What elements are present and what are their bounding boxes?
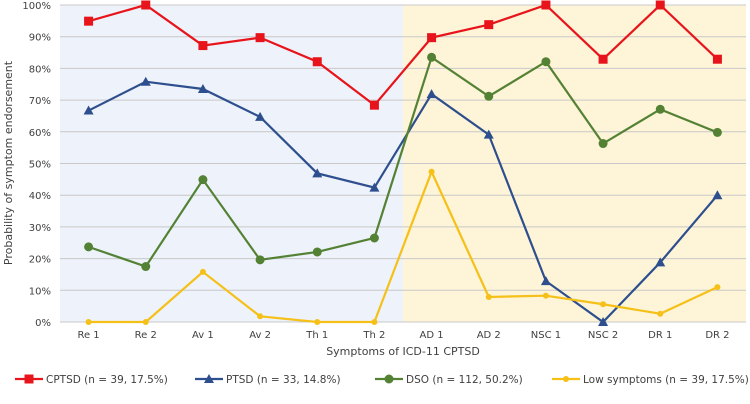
- legend-label: DSO (n = 112, 50.2%): [406, 374, 523, 386]
- data-point-triangle: [83, 105, 94, 115]
- series-group: [83, 0, 723, 326]
- data-point-square: [84, 16, 94, 26]
- x-tick-label: Th 2: [362, 330, 385, 341]
- x-tick-label: AD 2: [477, 330, 501, 341]
- data-point-circle: [541, 57, 551, 67]
- data-point-square: [369, 100, 379, 110]
- data-point-circle: [714, 284, 721, 291]
- data-point-circle: [428, 168, 435, 175]
- data-point-triangle: [712, 190, 723, 200]
- x-tick-label: Av 2: [249, 330, 271, 341]
- data-point-circle: [199, 268, 206, 275]
- data-point-triangle: [204, 374, 214, 383]
- data-point-triangle: [255, 111, 266, 121]
- x-tick-label: DR 1: [648, 330, 672, 341]
- x-tick-label: Av 1: [192, 330, 214, 341]
- data-point-triangle: [655, 257, 666, 267]
- data-point-square: [24, 374, 34, 384]
- data-point-triangle: [598, 317, 609, 326]
- y-tick-labels: 0% 10% 20% 30% 40% 50% 60% 70% 80% 90% 100%: [22, 1, 51, 329]
- data-point-square: [712, 54, 722, 64]
- x-tick-label: Re 1: [77, 330, 99, 341]
- data-point-square: [141, 0, 151, 10]
- y-tick-label: 10%: [29, 286, 51, 297]
- data-point-triangle: [426, 89, 437, 99]
- data-point-circle: [255, 255, 265, 265]
- data-point-square: [427, 33, 437, 43]
- data-point-circle: [427, 52, 437, 62]
- data-point-circle: [257, 313, 264, 320]
- data-point-square: [255, 33, 265, 43]
- data-point-circle: [384, 374, 394, 384]
- x-tick-label: DR 2: [705, 330, 729, 341]
- data-point-circle: [198, 175, 208, 185]
- data-point-circle: [485, 293, 492, 300]
- x-tick-labels: Re 1 Re 2 Av 1 Av 2 Th 1 Th 2 AD 1 AD 2 NSC 1 NSC…: [77, 330, 729, 341]
- y-tick-label: 40%: [29, 191, 51, 202]
- data-point-triangle: [540, 276, 551, 286]
- gridlines: [60, 4, 746, 323]
- data-point-circle: [657, 310, 664, 317]
- y-tick-label: 70%: [29, 96, 51, 107]
- data-point-square: [655, 0, 665, 10]
- data-point-circle: [85, 319, 92, 325]
- x-tick-label: NSC 1: [531, 330, 561, 341]
- legend-label: CPTSD (n = 39, 17.5%): [46, 374, 168, 386]
- data-point-square: [598, 54, 608, 64]
- data-point-circle: [598, 139, 608, 149]
- x-tick-label: Th 1: [305, 330, 328, 341]
- series-line: [88, 80, 719, 324]
- data-point-circle: [542, 292, 549, 299]
- y-tick-label: 50%: [29, 160, 51, 171]
- data-point-circle: [142, 319, 149, 325]
- data-point-triangle: [483, 129, 494, 139]
- series-circle: [84, 52, 722, 272]
- data-point-circle: [312, 247, 322, 257]
- series-small-circle: [85, 168, 721, 325]
- y-tick-label: 100%: [22, 1, 51, 12]
- legend-item: CPTSD (n = 39, 17.5%): [15, 374, 168, 386]
- data-point-square: [484, 20, 494, 30]
- data-point-triangle: [140, 76, 151, 86]
- y-axis-label: Probability of symptom endorsement: [2, 60, 15, 265]
- data-point-square: [541, 0, 551, 10]
- series-line: [88, 168, 718, 324]
- legend: CPTSD (n = 39, 17.5%) PTSD (n = 33, 14.8%…: [15, 374, 749, 386]
- data-point-circle: [600, 301, 607, 308]
- data-point-circle: [712, 127, 722, 137]
- y-tick-label: 60%: [29, 128, 51, 139]
- data-point-circle: [141, 262, 151, 272]
- series-line: [88, 55, 718, 268]
- legend-label: PTSD (n = 33, 14.8%): [226, 374, 341, 386]
- x-tick-label: AD 1: [420, 330, 444, 341]
- data-point-circle: [655, 104, 665, 114]
- data-point-circle: [84, 242, 94, 252]
- y-tick-label: 80%: [29, 64, 51, 75]
- data-point-circle: [371, 319, 378, 325]
- series-line: [88, 3, 719, 107]
- data-point-circle: [563, 376, 569, 382]
- y-tick-label: 0%: [35, 318, 51, 329]
- data-point-square: [312, 57, 322, 67]
- series-square: [84, 0, 722, 110]
- series-triangle: [83, 76, 723, 326]
- data-point-circle: [484, 91, 494, 101]
- x-axis-label: Symptoms of ICD-11 CPTSD: [326, 345, 480, 358]
- x-tick-label: Re 2: [135, 330, 157, 341]
- y-tick-label: 90%: [29, 33, 51, 44]
- legend-label: Low symptoms (n = 39, 17.5%): [583, 374, 749, 386]
- data-point-triangle: [369, 182, 380, 192]
- legend-item: Low symptoms (n = 39, 17.5%): [552, 374, 749, 386]
- data-point-triangle: [197, 84, 208, 94]
- data-point-circle: [314, 319, 321, 325]
- data-point-triangle: [312, 168, 323, 178]
- data-point-square: [198, 41, 208, 51]
- y-tick-label: 20%: [29, 255, 51, 266]
- legend-item: DSO (n = 112, 50.2%): [375, 374, 523, 386]
- data-point-circle: [369, 233, 379, 243]
- y-tick-label: 30%: [29, 223, 51, 234]
- x-tick-label: NSC 2: [588, 330, 618, 341]
- legend-item: PTSD (n = 33, 14.8%): [195, 374, 341, 386]
